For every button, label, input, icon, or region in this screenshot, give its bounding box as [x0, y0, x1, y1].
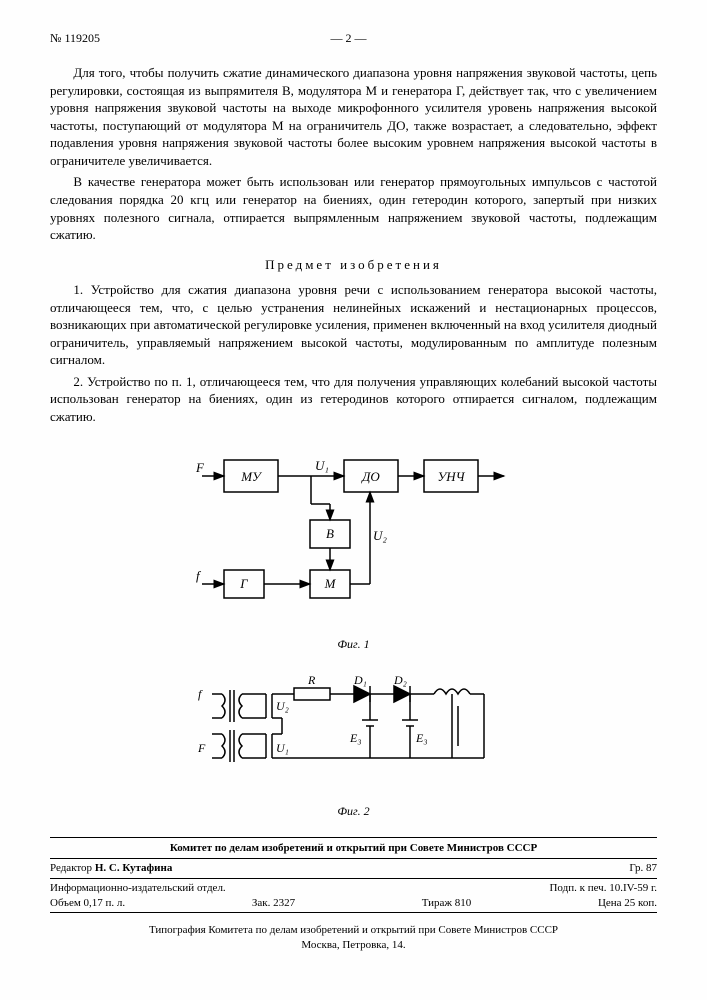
- claim-1: 1. Устройство для сжатия диапазона уровн…: [50, 281, 657, 369]
- svg-text:E₃: E₃: [349, 731, 362, 745]
- printhouse: Типография Комитета по делам изобретений…: [50, 923, 657, 953]
- svg-text:D₂: D₂: [393, 676, 407, 687]
- svg-text:f: f: [198, 687, 203, 701]
- editor: Редактор Н. С. Кутафина: [50, 861, 172, 876]
- printhouse-line1: Типография Комитета по делам изобретений…: [50, 923, 657, 938]
- claims-heading: Предмет изобретения: [50, 256, 657, 274]
- svg-text:f: f: [196, 568, 202, 583]
- editor-name: Н. С. Кутафина: [95, 862, 173, 874]
- svg-text:F: F: [195, 460, 205, 475]
- svg-text:Г: Г: [239, 576, 248, 591]
- svg-text:М: М: [323, 576, 336, 591]
- svg-text:D₁: D₁: [353, 676, 367, 687]
- figure-2-caption: Фиг. 2: [50, 803, 657, 819]
- svg-text:УНЧ: УНЧ: [437, 469, 465, 484]
- dept: Информационно-издательский отдел.: [50, 881, 226, 896]
- paragraph-2: В качестве генератора может быть использ…: [50, 173, 657, 243]
- paragraph-1: Для того, чтобы получить сжатие динамиче…: [50, 64, 657, 169]
- doc-number: № 119205: [50, 30, 100, 46]
- claim-2: 2. Устройство по п. 1, отличающееся тем,…: [50, 373, 657, 426]
- figure-1: МУ ДО УНЧ В Г М F f U₁ U₂ Фиг. 1: [50, 450, 657, 653]
- svg-text:U₂: U₂: [276, 699, 289, 713]
- price: Цена 25 коп.: [598, 896, 657, 911]
- svg-text:F: F: [197, 741, 206, 755]
- svg-text:МУ: МУ: [240, 469, 263, 484]
- editor-label: Редактор: [50, 862, 92, 874]
- committee-line: Комитет по делам изобретений и открытий …: [50, 837, 657, 856]
- svg-text:E₃: E₃: [415, 731, 428, 745]
- group-label: Гр. 87: [629, 861, 657, 876]
- svg-text:ДО: ДО: [360, 469, 380, 484]
- page-header: № 119205 — 2 —: [50, 30, 657, 46]
- figure-1-caption: Фиг. 1: [50, 636, 657, 652]
- order: Зак. 2327: [252, 896, 295, 911]
- volume: Объем 0,17 п. л.: [50, 896, 125, 911]
- svg-text:R: R: [307, 676, 316, 687]
- printhouse-line2: Москва, Петровка, 14.: [50, 938, 657, 953]
- tirazh: Тираж 810: [422, 896, 472, 911]
- sign-date: Подп. к печ. 10.IV-59 г.: [549, 881, 657, 896]
- svg-text:U₂: U₂: [373, 528, 387, 543]
- figure-2: f F U₂ U₁ R D₁ D₂ E₃ E₃ Фиг. 2: [50, 676, 657, 819]
- svg-text:U₁: U₁: [315, 458, 329, 473]
- svg-text:В: В: [326, 526, 334, 541]
- page-number: — 2 —: [331, 30, 367, 46]
- svg-text:U₁: U₁: [276, 741, 289, 755]
